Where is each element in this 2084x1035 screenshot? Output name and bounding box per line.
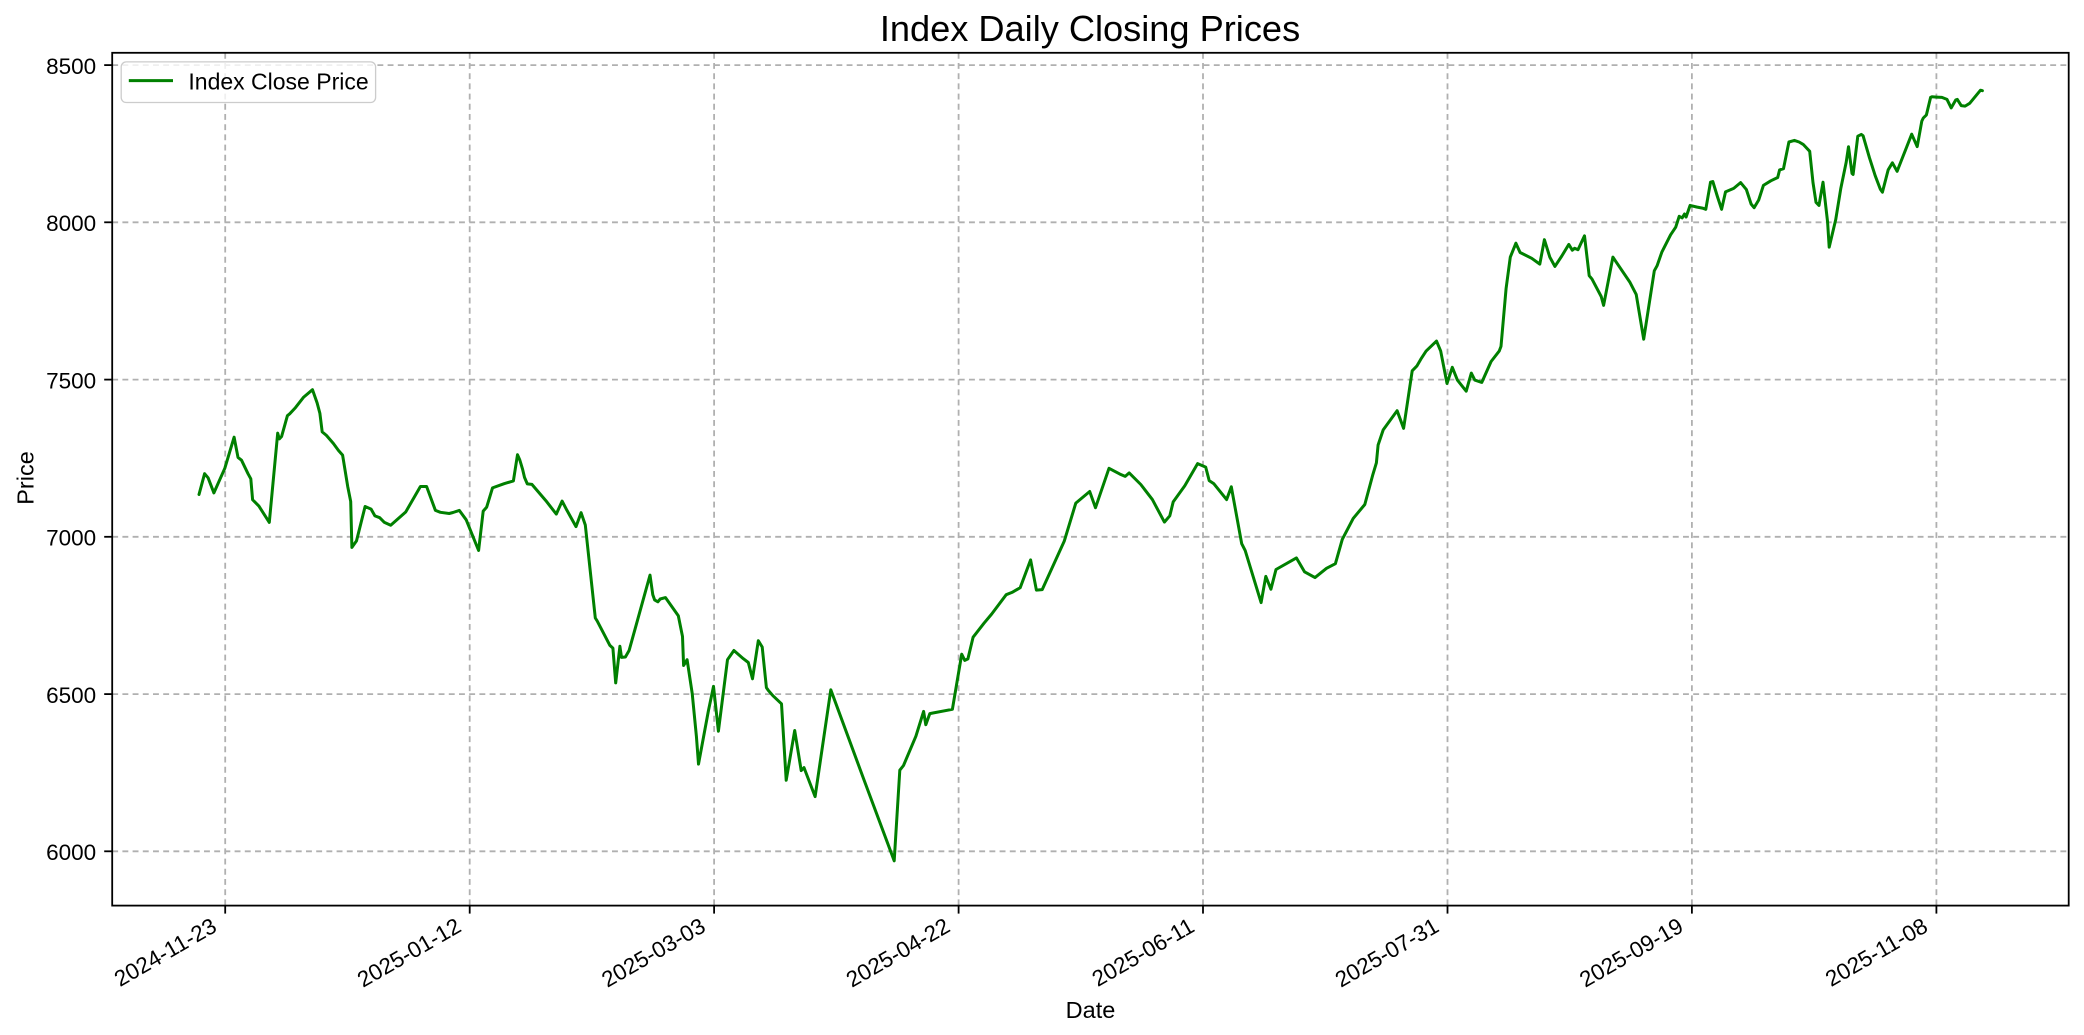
- svg-text:6500: 6500: [46, 683, 96, 708]
- svg-text:Date: Date: [1066, 997, 1116, 1023]
- svg-text:7500: 7500: [46, 369, 96, 394]
- svg-text:Index Daily Closing Prices: Index Daily Closing Prices: [880, 8, 1300, 49]
- svg-text:Price: Price: [13, 451, 39, 505]
- svg-text:6000: 6000: [46, 840, 96, 865]
- svg-text:8500: 8500: [46, 54, 96, 79]
- svg-text:8000: 8000: [46, 211, 96, 236]
- svg-text:7000: 7000: [46, 526, 96, 551]
- svg-text:Index Close Price: Index Close Price: [188, 69, 368, 95]
